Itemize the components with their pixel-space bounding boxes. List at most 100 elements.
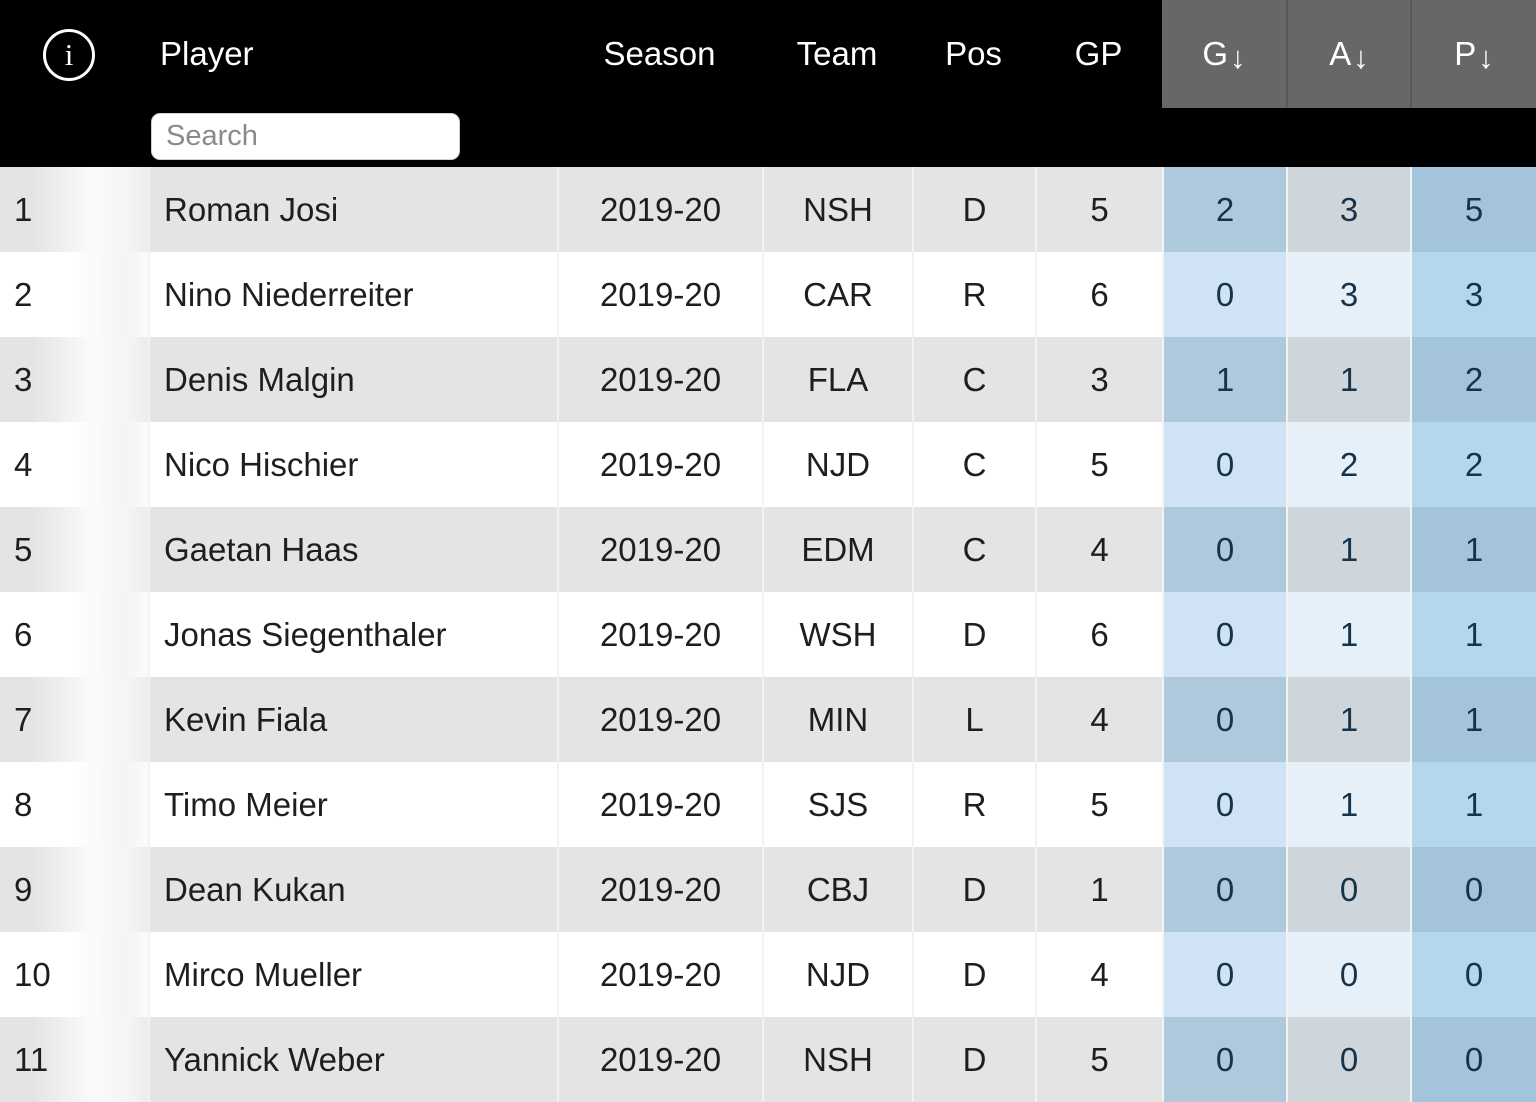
cell-season: 2019-20 — [557, 337, 762, 422]
cell-rank: 1 — [0, 167, 148, 252]
cell-points: 0 — [1410, 847, 1536, 932]
cell-pos: D — [912, 592, 1035, 677]
cell-gp: 6 — [1035, 592, 1162, 677]
column-header-assists[interactable]: A ↓ — [1286, 0, 1410, 108]
cell-assists: 0 — [1286, 1017, 1410, 1102]
search-field-wrap — [151, 113, 460, 160]
cell-gp: 1 — [1035, 847, 1162, 932]
search-input[interactable] — [151, 113, 460, 160]
table-row[interactable]: 11 Yannick Weber 2019-20 NSH D 5 0 0 0 — [0, 1017, 1536, 1102]
sort-descending-icon: ↓ — [1478, 40, 1494, 75]
cell-points: 2 — [1410, 422, 1536, 507]
table-row[interactable]: 7 Kevin Fiala 2019-20 MIN L 4 0 1 1 — [0, 677, 1536, 762]
table-row[interactable]: 5 Gaetan Haas 2019-20 EDM C 4 0 1 1 — [0, 507, 1536, 592]
cell-player: Denis Malgin — [148, 337, 557, 422]
cell-season: 2019-20 — [557, 507, 762, 592]
cell-team: NJD — [762, 422, 912, 507]
cell-season: 2019-20 — [557, 252, 762, 337]
cell-goals: 0 — [1162, 932, 1286, 1017]
cell-season: 2019-20 — [557, 762, 762, 847]
cell-points: 0 — [1410, 1017, 1536, 1102]
cell-gp: 5 — [1035, 762, 1162, 847]
cell-points: 0 — [1410, 932, 1536, 1017]
cell-goals: 0 — [1162, 422, 1286, 507]
cell-pos: D — [912, 932, 1035, 1017]
cell-goals: 0 — [1162, 507, 1286, 592]
table-row[interactable]: 2 Nino Niederreiter 2019-20 CAR R 6 0 3 … — [0, 252, 1536, 337]
cell-rank: 7 — [0, 677, 148, 762]
cell-points: 2 — [1410, 337, 1536, 422]
cell-pos: C — [912, 337, 1035, 422]
cell-gp: 4 — [1035, 932, 1162, 1017]
cell-rank: 5 — [0, 507, 148, 592]
cell-gp: 3 — [1035, 337, 1162, 422]
table-row[interactable]: 4 Nico Hischier 2019-20 NJD C 5 0 2 2 — [0, 422, 1536, 507]
cell-team: WSH — [762, 592, 912, 677]
cell-season: 2019-20 — [557, 592, 762, 677]
cell-assists: 1 — [1286, 762, 1410, 847]
cell-pos: R — [912, 252, 1035, 337]
table-row[interactable]: 9 Dean Kukan 2019-20 CBJ D 1 0 0 0 — [0, 847, 1536, 932]
table-row[interactable]: 1 Roman Josi 2019-20 NSH D 5 2 3 5 — [0, 167, 1536, 252]
cell-gp: 4 — [1035, 677, 1162, 762]
cell-pos: D — [912, 167, 1035, 252]
cell-pos: D — [912, 847, 1035, 932]
cell-team: CAR — [762, 252, 912, 337]
cell-goals: 0 — [1162, 762, 1286, 847]
cell-player: Kevin Fiala — [148, 677, 557, 762]
cell-points: 3 — [1410, 252, 1536, 337]
cell-assists: 2 — [1286, 422, 1410, 507]
column-header-points[interactable]: P ↓ — [1410, 0, 1536, 108]
cell-player: Nino Niederreiter — [148, 252, 557, 337]
table-row[interactable]: 6 Jonas Siegenthaler 2019-20 WSH D 6 0 1… — [0, 592, 1536, 677]
table-row[interactable]: 8 Timo Meier 2019-20 SJS R 5 0 1 1 — [0, 762, 1536, 847]
cell-rank: 11 — [0, 1017, 148, 1102]
cell-season: 2019-20 — [557, 422, 762, 507]
cell-season: 2019-20 — [557, 932, 762, 1017]
column-header-row: Player Season Team Pos GP G ↓ A ↓ P ↓ — [0, 0, 1536, 108]
column-header-assists-label: A — [1329, 35, 1352, 72]
sort-descending-icon: ↓ — [1353, 40, 1369, 75]
cell-team: SJS — [762, 762, 912, 847]
cell-player: Mirco Mueller — [148, 932, 557, 1017]
cell-goals: 0 — [1162, 677, 1286, 762]
table-row[interactable]: 10 Mirco Mueller 2019-20 NJD D 4 0 0 0 — [0, 932, 1536, 1017]
cell-points: 1 — [1410, 507, 1536, 592]
cell-pos: D — [912, 1017, 1035, 1102]
cell-team: CBJ — [762, 847, 912, 932]
cell-goals: 1 — [1162, 337, 1286, 422]
cell-gp: 5 — [1035, 167, 1162, 252]
cell-assists: 1 — [1286, 337, 1410, 422]
cell-season: 2019-20 — [557, 1017, 762, 1102]
cell-season: 2019-20 — [557, 677, 762, 762]
cell-rank: 8 — [0, 762, 148, 847]
cell-points: 1 — [1410, 762, 1536, 847]
info-icon[interactable]: i — [43, 29, 95, 81]
cell-team: FLA — [762, 337, 912, 422]
cell-rank: 3 — [0, 337, 148, 422]
cell-rank: 6 — [0, 592, 148, 677]
cell-gp: 6 — [1035, 252, 1162, 337]
column-header-player[interactable]: Player — [160, 35, 254, 72]
column-header-season[interactable]: Season — [603, 35, 716, 72]
cell-gp: 5 — [1035, 422, 1162, 507]
cell-team: NJD — [762, 932, 912, 1017]
cell-pos: C — [912, 422, 1035, 507]
column-header-gp[interactable]: GP — [1074, 35, 1123, 72]
column-header-pos[interactable]: Pos — [945, 35, 1002, 72]
column-header-team[interactable]: Team — [796, 35, 878, 72]
cell-team: NSH — [762, 167, 912, 252]
column-header-goals[interactable]: G ↓ — [1162, 0, 1286, 108]
cell-assists: 1 — [1286, 592, 1410, 677]
cell-pos: L — [912, 677, 1035, 762]
table-row[interactable]: 3 Denis Malgin 2019-20 FLA C 3 1 1 2 — [0, 337, 1536, 422]
cell-assists: 0 — [1286, 932, 1410, 1017]
cell-points: 1 — [1410, 592, 1536, 677]
cell-player: Timo Meier — [148, 762, 557, 847]
cell-player: Yannick Weber — [148, 1017, 557, 1102]
cell-player: Gaetan Haas — [148, 507, 557, 592]
table-header: Player Season Team Pos GP G ↓ A ↓ P ↓ i — [0, 0, 1536, 167]
cell-goals: 0 — [1162, 592, 1286, 677]
cell-rank: 4 — [0, 422, 148, 507]
